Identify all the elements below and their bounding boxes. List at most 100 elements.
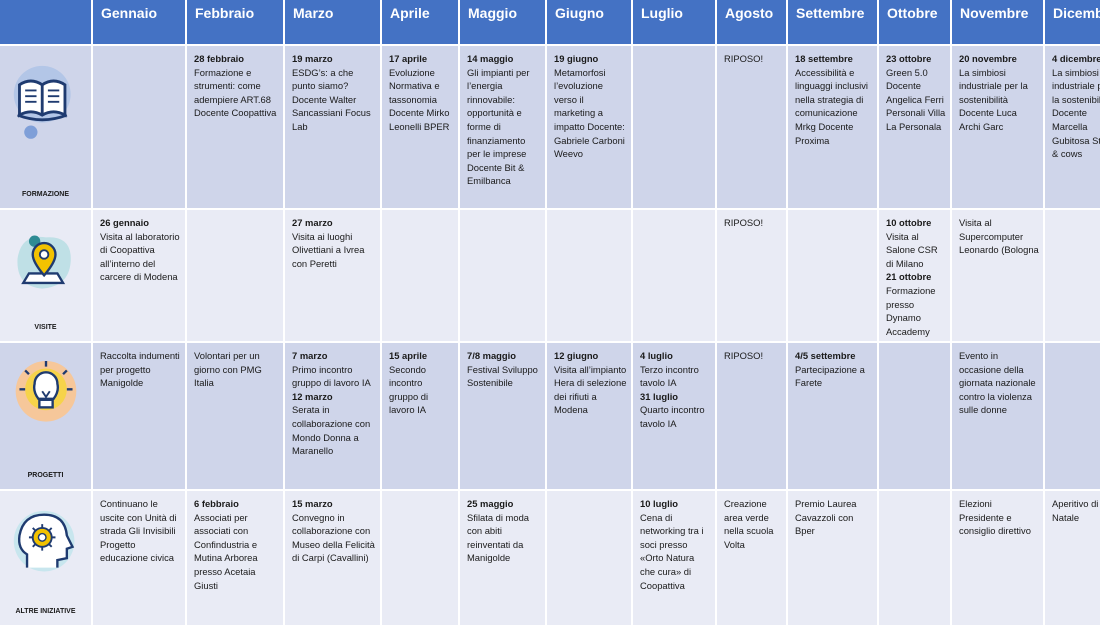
row-header: ALTRE INIZIATIVE — [0, 491, 91, 625]
event-date: 14 maggio — [467, 53, 514, 64]
event-date: 15 aprile — [389, 350, 428, 361]
event-cell — [187, 210, 283, 341]
event-date: 19 marzo — [292, 53, 333, 64]
event-text: Convegno in collaborazione con Museo del… — [292, 511, 375, 564]
event-date: 4/5 settembre — [795, 350, 856, 361]
month-header: Giugno — [547, 0, 631, 44]
event-text: Gli impianti per l’energia rinnovabile: … — [467, 66, 530, 187]
month-header: Maggio — [460, 0, 545, 44]
event-date: 7 marzo — [292, 350, 328, 361]
event-cell: Elezioni Presidente e consiglio direttiv… — [952, 491, 1043, 625]
event-text: Progetto educazione civica — [100, 538, 175, 564]
row-label: PROGETTI — [27, 472, 64, 480]
event-cell — [879, 343, 950, 489]
event-text: Aperitivo di Natale — [1052, 498, 1099, 523]
event-text: Visita ai luoghi Olivettiani a Ivrea con… — [292, 230, 365, 269]
event-text: Accessibilità e linguaggi inclusivi nell… — [795, 66, 868, 146]
event-cell: RIPOSO! — [717, 46, 786, 208]
event-cell — [633, 46, 715, 208]
event-cell — [788, 210, 877, 341]
event-cell: Continuano le uscite con Unità di strada… — [93, 491, 185, 625]
month-header: Dicembre — [1045, 0, 1100, 44]
event-cell — [460, 210, 545, 341]
month-header: Luglio — [633, 0, 715, 44]
event-text: Formazione e strumenti: come adempiere A… — [194, 66, 277, 119]
event-cell: 4/5 settembre Partecipazione a Farete — [788, 343, 877, 489]
event-text: Visita al Salone CSR di Milano — [886, 230, 938, 269]
event-cell — [382, 210, 458, 341]
event-cell: 23 ottobre Green 5.0 Docente Angelica Fer… — [879, 46, 950, 208]
row-header: PROGETTI — [0, 343, 91, 489]
event-date: 4 dicembre — [1052, 53, 1100, 64]
event-text: Terzo incontro tavolo IA — [640, 363, 699, 389]
event-date: 7/8 maggio — [467, 350, 516, 361]
event-date: 28 febbraio — [194, 53, 245, 64]
event-text: Partecipazione a Farete — [795, 363, 865, 389]
event-cell — [1045, 210, 1100, 341]
event-text: Primo incontro gruppo di lavoro IA — [292, 363, 371, 389]
event-cell: 19 giugno Metamorfosi l’evoluzione verso … — [547, 46, 631, 208]
event-date: 15 marzo — [292, 498, 333, 509]
event-cell: Aperitivo di Natale — [1045, 491, 1100, 625]
event-text: Formazione presso Dynamo Accademy — [886, 284, 936, 337]
event-date: 23 ottobre — [886, 53, 932, 64]
event-cell: 28 febbraio Formazione e strumenti: come … — [187, 46, 283, 208]
event-text: Evento in occasione della giornata nazio… — [959, 350, 1036, 416]
month-header: Aprile — [382, 0, 458, 44]
event-text: ESDG’s: a che punto siamo? Docente Walte… — [292, 66, 371, 132]
event-text: Quarto incontro tavolo IA — [640, 404, 705, 429]
event-text: Visita all’impianto Hera di selezione de… — [554, 363, 627, 416]
event-cell — [547, 491, 631, 625]
event-text: Creazione area verde nella scuola Volta — [724, 498, 774, 550]
event-cell: Premio Laurea Cavazzoli con Bper — [788, 491, 877, 625]
month-header: Gennaio — [93, 0, 185, 44]
event-text: Visita al laboratorio di Coopattiva all’… — [100, 230, 180, 283]
event-date: 27 marzo — [292, 217, 333, 228]
event-date: 21 ottobre — [886, 271, 932, 283]
head-gear-icon — [12, 509, 76, 573]
row-label: ALTRE INIZIATIVE — [15, 608, 76, 616]
event-text: Metamorfosi l’evoluzione verso il market… — [554, 66, 625, 160]
event-date: 12 giugno — [554, 350, 599, 361]
event-cell: Creazione area verde nella scuola Volta — [717, 491, 786, 625]
event-text: Secondo incontro gruppo di lavoro IA — [389, 363, 429, 416]
event-cell: 6 febbraio Associati per associati con Co… — [187, 491, 283, 625]
month-header: Agosto — [717, 0, 786, 44]
event-text: RIPOSO! — [724, 217, 764, 228]
row-header: VISITE — [0, 210, 91, 341]
event-text: Visita al Supercomputer Leonardo (Bologn… — [959, 217, 1039, 256]
event-text: RIPOSO! — [724, 350, 764, 361]
event-text: Cena di networking tra i soci presso «Or… — [640, 511, 704, 591]
lightbulb-icon — [14, 359, 78, 423]
event-date: 31 luglio — [640, 390, 679, 402]
event-text: Serata in collaborazione con Mondo Donna… — [292, 404, 371, 457]
event-text: Raccolta indumenti per progetto Manigold… — [100, 350, 180, 389]
row-header: FORMAZIONE — [0, 46, 91, 208]
month-header: Marzo — [285, 0, 380, 44]
event-text: La simbiosi industriale per la sostenibi… — [1052, 66, 1100, 160]
month-header: Febbraio — [187, 0, 283, 44]
event-date: 19 giugno — [554, 53, 599, 64]
event-cell: 4 luglio Terzo incontro tavolo IA 31 lugli… — [633, 343, 715, 489]
event-cell — [633, 210, 715, 341]
event-cell: 12 giugno Visita all’impianto Hera di sel… — [547, 343, 631, 489]
location-pin-icon — [16, 234, 72, 290]
event-cell: Volontari per un giorno con PMG Italia — [187, 343, 283, 489]
event-cell: RIPOSO! — [717, 343, 786, 489]
event-date: 10 ottobre — [886, 217, 932, 228]
event-cell: 18 settembre Accessibilità e linguaggi in… — [788, 46, 877, 208]
event-cell: 10 luglio Cena di networking tra i soci p… — [633, 491, 715, 625]
event-cell — [1045, 343, 1100, 489]
event-cell — [93, 46, 185, 208]
event-text: Festival Sviluppo Sostenibile — [467, 363, 538, 389]
event-cell: 7 marzo Primo incontro gruppo di lavoro I… — [285, 343, 380, 489]
event-text: RIPOSO! — [724, 53, 764, 64]
event-cell: 27 marzo Visita ai luoghi Olivettiani a I… — [285, 210, 380, 341]
event-date: 6 febbraio — [194, 498, 239, 509]
event-date: 12 marzo — [292, 390, 333, 402]
event-text: Volontari per un giorno con PMG Italia — [194, 350, 262, 389]
event-text: Premio Laurea Cavazzoli con Bper — [795, 498, 857, 537]
event-cell: Evento in occasione della giornata nazio… — [952, 343, 1043, 489]
event-date: 20 novembre — [959, 53, 1017, 64]
